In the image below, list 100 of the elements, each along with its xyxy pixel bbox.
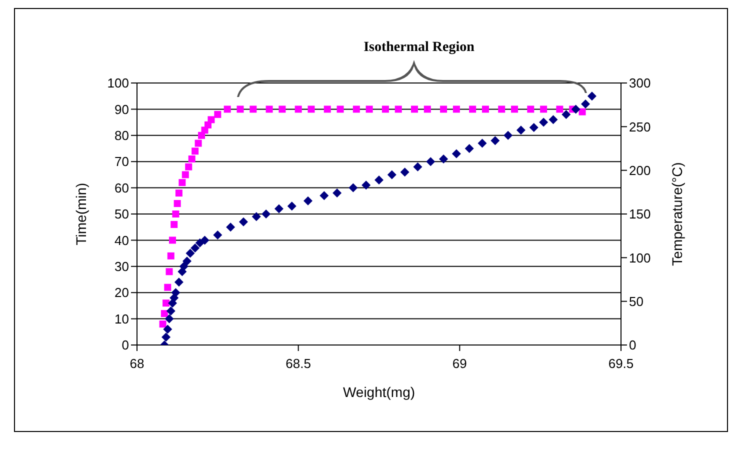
point: [511, 106, 518, 113]
y-tick-label: 50: [114, 206, 129, 222]
y2-axis-title: Temperature(°C): [668, 162, 685, 266]
point: [226, 222, 236, 232]
point: [324, 106, 331, 113]
point: [581, 99, 590, 108]
point: [159, 320, 166, 328]
point: [352, 106, 360, 113]
point: [452, 149, 461, 158]
y-tick-label: 60: [114, 180, 129, 196]
x-tick-label: 68: [130, 356, 144, 372]
text: Isothermal Region: [364, 40, 475, 55]
point: [469, 106, 476, 113]
point: [287, 202, 296, 211]
point: [424, 106, 431, 113]
x-axis-title: Weight(mg): [342, 384, 416, 400]
point: [174, 278, 184, 287]
point: [252, 212, 261, 222]
y-tick-label: 40: [114, 232, 129, 248]
point: [336, 106, 344, 113]
y-tick-label: 70: [114, 154, 129, 170]
x-tick-label: 69.5: [608, 356, 634, 372]
point: [185, 163, 192, 170]
y2-tick-label: 0: [629, 338, 636, 353]
point: [482, 106, 489, 113]
point: [426, 157, 436, 166]
point: [308, 106, 315, 113]
point: [166, 306, 176, 316]
y-tick-label: 0: [122, 338, 129, 353]
point: [413, 162, 422, 172]
point: [332, 188, 342, 198]
point: [490, 136, 500, 146]
point: [186, 248, 195, 258]
point: [362, 180, 371, 190]
point: [410, 106, 418, 113]
point: [194, 140, 202, 147]
point: [236, 106, 244, 113]
point: [304, 196, 313, 206]
point: [374, 175, 384, 184]
point: [382, 106, 389, 113]
y2-tick-label: 100: [629, 250, 651, 266]
y-tick-label: 20: [114, 285, 129, 300]
y-tick-label: 30: [114, 259, 129, 274]
point: [162, 300, 170, 307]
x-tick-label: 68.5: [286, 356, 311, 372]
point: [250, 106, 257, 113]
point: [164, 284, 172, 291]
point: [166, 268, 173, 276]
point: [182, 171, 189, 178]
point: [178, 179, 186, 186]
point: [179, 262, 188, 271]
point: [208, 116, 215, 124]
y-tick-label: 90: [114, 102, 129, 117]
point: [214, 110, 222, 118]
point: [163, 324, 172, 334]
point: [167, 252, 174, 260]
point: [452, 106, 460, 113]
point: [539, 118, 548, 127]
point: [192, 148, 199, 155]
point: [556, 106, 564, 113]
y2-tick-label: 300: [629, 76, 651, 91]
point: [172, 210, 180, 218]
point: [498, 106, 506, 113]
point: [188, 155, 196, 162]
point: [478, 138, 487, 148]
point: [174, 200, 181, 208]
point: [164, 314, 174, 324]
point: [504, 130, 513, 140]
point: [238, 217, 248, 226]
point: [168, 236, 176, 244]
y-axis-title: Time(min): [72, 182, 89, 246]
point: [562, 110, 571, 119]
point: [160, 310, 168, 318]
y2-tick-label: 150: [629, 206, 651, 222]
point: [348, 183, 358, 192]
point: [400, 168, 410, 177]
point: [175, 190, 182, 197]
point: [587, 92, 596, 101]
point: [464, 144, 474, 153]
point: [387, 170, 396, 180]
point: [571, 104, 580, 114]
point: [274, 204, 284, 214]
point: [213, 230, 222, 240]
point: [516, 126, 526, 135]
y-tick-label: 100: [107, 76, 129, 91]
y2-tick-label: 200: [629, 162, 651, 178]
y2-tick-label: 50: [629, 294, 644, 309]
point: [182, 256, 192, 266]
y-tick-label: 10: [114, 311, 129, 326]
point: [540, 106, 548, 113]
x-tick-label: 69: [452, 356, 467, 372]
point: [366, 106, 373, 113]
y-tick-label: 80: [114, 128, 129, 144]
point: [200, 236, 210, 245]
point: [162, 332, 171, 342]
point: [278, 106, 286, 113]
point: [190, 244, 200, 253]
point: [548, 115, 558, 124]
point: [294, 106, 302, 113]
point: [262, 210, 271, 218]
